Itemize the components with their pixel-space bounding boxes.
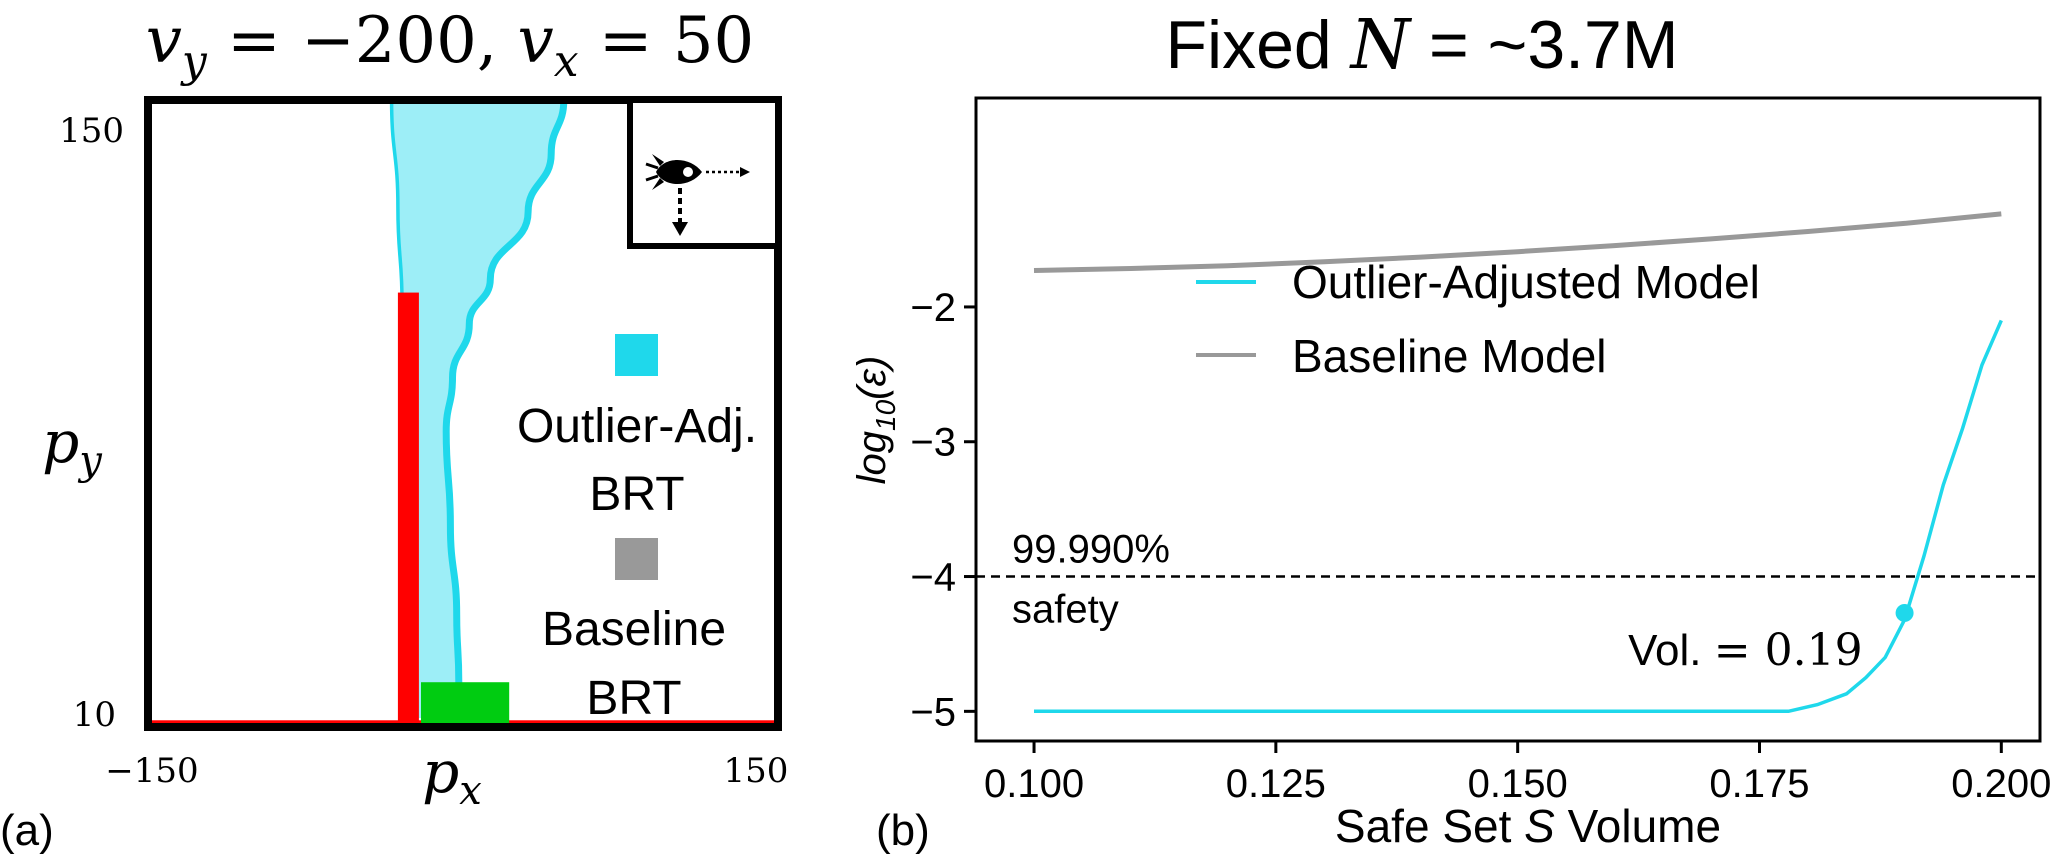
panel-b-x-axis-label: Safe Set S Volume — [1335, 800, 1721, 852]
panel-b-y-axis-label: log10(ε) — [850, 356, 901, 485]
legend-baseline-swatch — [615, 538, 658, 580]
velocity-x-arrow — [706, 167, 750, 177]
outlier-adjusted-brt-region — [391, 100, 564, 718]
panel-b-frame — [974, 96, 2042, 743]
velocity-y-arrow — [672, 188, 688, 236]
x-tick-label: 0.100 — [984, 762, 1084, 806]
legend-baseline-label-line2: BRT — [586, 672, 681, 725]
y-tick-label-150: 150 — [59, 111, 124, 151]
rocket-inset — [627, 97, 781, 249]
target-region — [421, 682, 510, 727]
safety-threshold-label-top: 99.990% — [1012, 528, 1170, 572]
panel-b-label: (b) — [876, 806, 930, 855]
volume-marker-label: Vol. = 0.19 — [1628, 625, 1862, 676]
x-tick-label: 0.125 — [1226, 762, 1326, 806]
series-outlier-adjusted-model-line — [1034, 319, 2003, 714]
panel-a-label: (a) — [0, 806, 54, 855]
x-tick-label: 0.175 — [1709, 762, 1809, 806]
legend-outlier-adj-swatch — [615, 334, 658, 376]
y-tick-label: −3 — [910, 421, 956, 465]
y-tick-label-10: 10 — [73, 695, 116, 735]
y-tick-label: −5 — [910, 690, 956, 734]
panel-b-title: Fixed N = ~3.7M — [1165, 6, 1678, 85]
y-tick-label: −4 — [910, 556, 956, 600]
legend-outlier-adjusted-label: Outlier-Adjusted Model — [1292, 256, 1760, 308]
x-tick-label-max: 150 — [724, 751, 789, 791]
rocket-icon — [645, 154, 702, 190]
legend-outlier-adj-label-line1: Outlier-Adj. — [517, 400, 757, 453]
panel-b: Fixed N = ~3.7M 0.100 0.125 0.150 0.175 0.20… — [850, 6, 2051, 855]
obstacle-wall — [397, 292, 419, 727]
legend-baseline-label: Baseline Model — [1292, 330, 1607, 382]
legend-baseline-label-line1: Baseline — [542, 603, 726, 656]
brt-right-boundary — [442, 99, 568, 719]
x-tick-label: 0.200 — [1951, 762, 2051, 806]
panel-a: vy = −200, vx = 50 — [0, 4, 788, 855]
safety-threshold-label-bottom: safety — [1012, 588, 1119, 632]
y-tick-label: −2 — [910, 286, 956, 330]
panel-a-y-axis-label: py — [42, 408, 103, 484]
panel-a-frame — [144, 96, 782, 731]
volume-marker-point — [1895, 603, 1914, 622]
legend-outlier-adj-label-line2: BRT — [589, 468, 684, 521]
series-baseline-model-line — [1033, 211, 2002, 273]
x-tick-label-min: −150 — [105, 751, 198, 791]
panel-b-ticks: 0.100 0.125 0.150 0.175 0.200 −5 −4 −3 −2 — [910, 286, 2051, 806]
x-tick-label: 0.150 — [1468, 762, 1568, 806]
panel-a-x-axis-label: px — [422, 738, 482, 814]
panel-a-title: vy = −200, vx = 50 — [146, 4, 755, 87]
